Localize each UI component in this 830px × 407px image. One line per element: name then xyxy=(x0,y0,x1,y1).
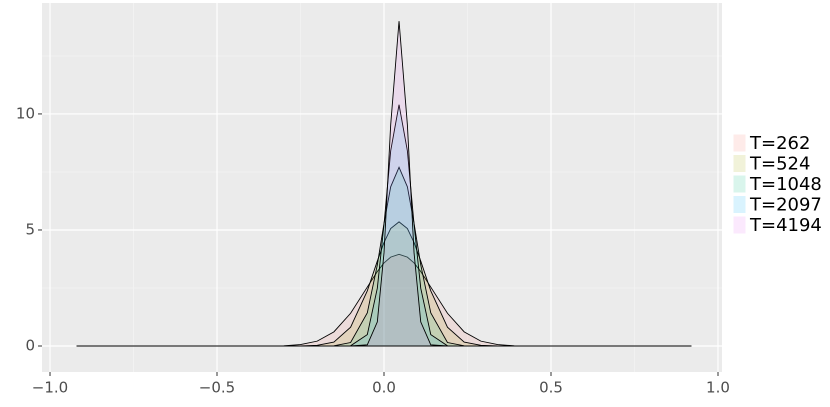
density-area xyxy=(76,21,692,347)
legend-label: T=524 xyxy=(749,154,810,175)
x-tick-label: 0.5 xyxy=(539,379,563,397)
panel xyxy=(42,3,722,372)
legend-label: T=262 xyxy=(749,133,810,154)
y-tick-label: 10 xyxy=(16,104,35,122)
y-tick-label: 0 xyxy=(25,337,35,355)
legend-label: T=4194 xyxy=(749,215,822,236)
legend-key xyxy=(732,154,747,173)
legend-key xyxy=(732,195,747,214)
legend-label: T=1048 xyxy=(749,174,822,195)
x-tick-label: −0.5 xyxy=(199,379,235,397)
legend-key xyxy=(732,174,747,194)
x-tick-label: 0.0 xyxy=(372,379,396,397)
y-tick-label: 5 xyxy=(25,220,35,238)
x-tick-label: 1.0 xyxy=(706,379,730,397)
x-tick-label: −1.0 xyxy=(32,379,68,397)
legend-label: T=2097 xyxy=(749,195,822,216)
density-area xyxy=(76,253,692,347)
legend-key xyxy=(732,133,747,153)
legend-key xyxy=(732,215,747,235)
